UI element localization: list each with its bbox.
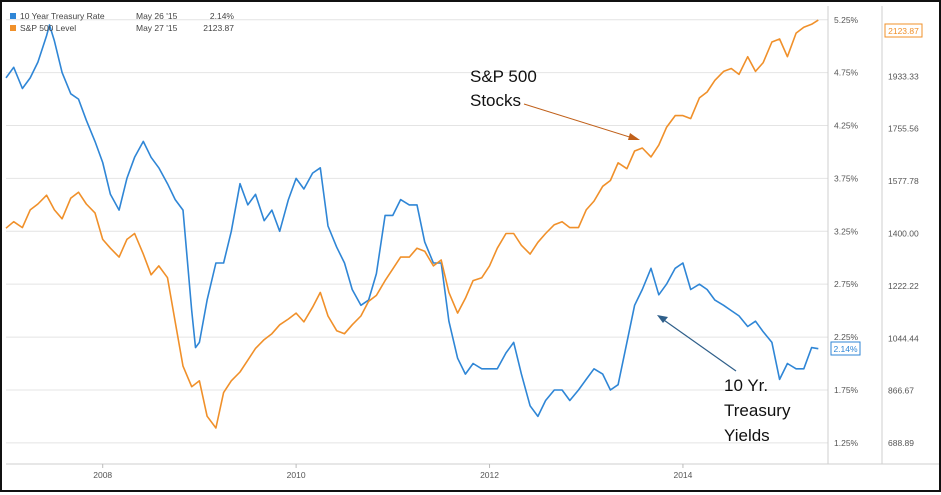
left-tick-label-8: 1.25% bbox=[834, 438, 859, 448]
left-tick-label-6: 2.25% bbox=[834, 332, 859, 342]
left-tick-label-0: 5.25% bbox=[834, 15, 859, 25]
annotation-ty-line1: 10 Yr. bbox=[724, 376, 768, 395]
legend-swatch-sp bbox=[10, 25, 16, 31]
right-tick-label-1: 1933.33 bbox=[888, 71, 919, 81]
left-tick-label-3: 3.75% bbox=[834, 173, 859, 183]
left-tick-label-5: 2.75% bbox=[834, 279, 859, 289]
legend-value-sp: 2123.87 bbox=[203, 23, 234, 33]
right-axis: 1933.33 1755.56 1577.78 1400.00 1222.22 1044.… bbox=[881, 6, 919, 464]
annotation-sp: S&P 500 Stocks bbox=[470, 67, 640, 140]
annotation-ty-line2: Treasury bbox=[724, 401, 791, 420]
left-tick-label-7: 1.75% bbox=[834, 385, 859, 395]
right-tick-label-6: 1044.44 bbox=[888, 333, 919, 343]
right-tick-label-7: 866.67 bbox=[888, 386, 914, 396]
end-badge-treasury-value: 2.14% bbox=[833, 344, 858, 354]
series-lines bbox=[5, 19, 819, 429]
annotation-ty-arrow bbox=[660, 317, 737, 372]
right-tick-label-5: 1222.22 bbox=[888, 281, 919, 291]
left-tick-label-1: 4.75% bbox=[834, 68, 859, 78]
left-axis: 5.25% 4.75% 4.25% 3.75% 3.25% 2.75% 2.25% 1.75%… bbox=[827, 6, 859, 464]
annotation-sp-arrowhead bbox=[628, 133, 640, 140]
legend-date-treasury: May 26 '15 bbox=[136, 11, 178, 21]
end-badge-sp-box bbox=[884, 23, 923, 38]
left-tick-label-4: 3.25% bbox=[834, 226, 859, 236]
legend: 10 Year Treasury Rate May 26 '15 2.14% S… bbox=[10, 11, 234, 33]
treasury-rate-line bbox=[5, 24, 819, 418]
end-badge-sp-value: 2123.87 bbox=[888, 26, 919, 36]
right-tick-label-3: 1577.78 bbox=[888, 176, 919, 186]
end-badge-treasury-box bbox=[830, 341, 861, 356]
annotation-ty-line3: Yields bbox=[724, 426, 770, 445]
sp500-line bbox=[5, 19, 819, 429]
legend-value-treasury: 2.14% bbox=[210, 11, 235, 21]
annotation-sp-arrow bbox=[523, 103, 637, 140]
annotation-sp-line2: Stocks bbox=[470, 91, 521, 110]
grid-lines bbox=[6, 19, 828, 444]
plot-background bbox=[6, 6, 828, 464]
right-tick-label-2: 1755.56 bbox=[888, 124, 919, 134]
legend-swatch-treasury bbox=[10, 13, 16, 19]
end-badge-sp: 2123.87 bbox=[884, 23, 923, 38]
right-tick-label-4: 1400.00 bbox=[888, 228, 919, 238]
x-tick-label-2: 2012 bbox=[480, 470, 499, 480]
end-badge-treasury: 2.14% bbox=[830, 341, 861, 356]
right-tick-label-8: 688.89 bbox=[888, 438, 914, 448]
x-tick-label-1: 2010 bbox=[287, 470, 306, 480]
annotation-sp-line1: S&P 500 bbox=[470, 67, 537, 86]
annotation-ty: 10 Yr. Treasury Yields bbox=[657, 315, 791, 445]
legend-name-treasury: 10 Year Treasury Rate bbox=[20, 11, 105, 21]
legend-date-sp: May 27 '15 bbox=[136, 23, 178, 33]
x-axis: 2008 2010 2012 2014 bbox=[6, 463, 939, 480]
x-tick-label-0: 2008 bbox=[93, 470, 112, 480]
left-tick-label-2: 4.25% bbox=[834, 121, 859, 131]
legend-name-sp: S&P 500 Level bbox=[20, 23, 76, 33]
x-tick-label-3: 2014 bbox=[673, 470, 692, 480]
annotation-ty-arrowhead bbox=[657, 315, 668, 323]
